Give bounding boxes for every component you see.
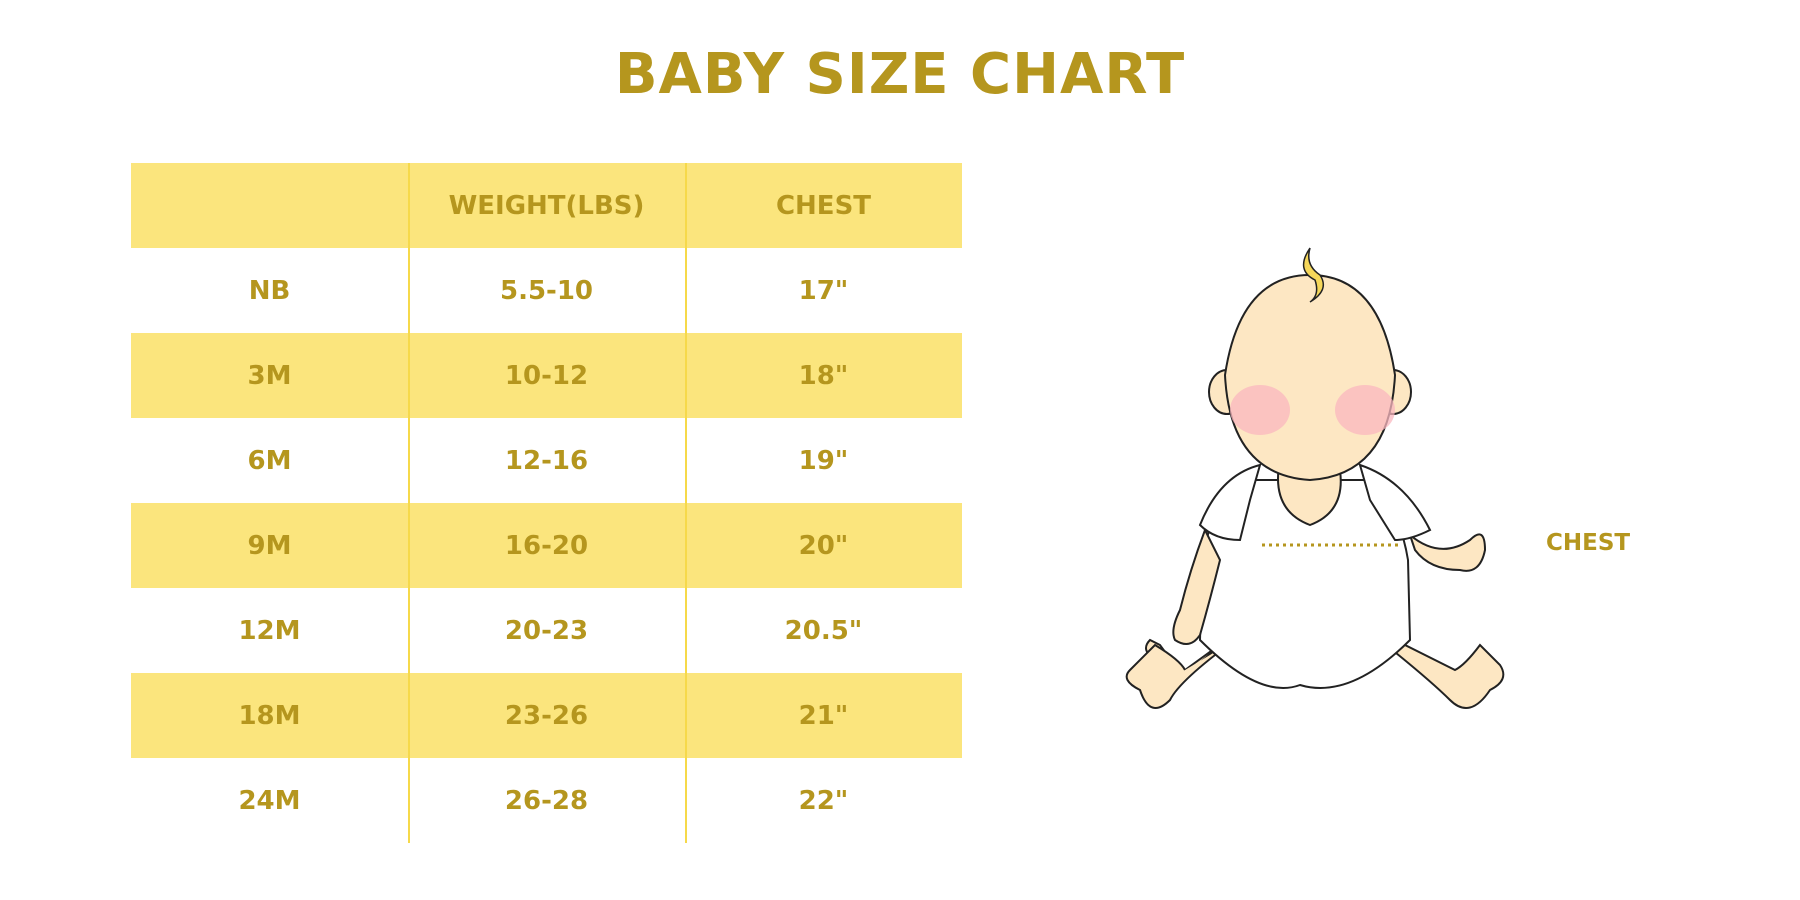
table-cell: 22": [798, 785, 849, 816]
table-cell: NB: [248, 275, 291, 306]
table-cell: 12M: [238, 615, 301, 646]
table-cell: 16-20: [504, 530, 589, 561]
table-cell: 20.5": [784, 615, 863, 646]
column-divider: [408, 163, 410, 843]
table-cell: 21": [798, 700, 849, 731]
table-cell: 20-23: [504, 615, 589, 646]
table-cell: 6M: [247, 445, 292, 476]
table-cell: 19": [798, 445, 849, 476]
table-row: 9M 16-20 20": [131, 503, 962, 588]
table-cell: 10-12: [504, 360, 589, 391]
table-cell: 18": [798, 360, 849, 391]
size-table: WEIGHT(LBS) CHEST NB 5.5-10 17" 3M 10-12 18" 6M 1…: [131, 163, 962, 843]
table-cell: 18M: [238, 700, 301, 731]
table-cell: 5.5-10: [499, 275, 594, 306]
table-cell: 20": [798, 530, 849, 561]
table-row: 6M 12-16 19": [131, 418, 962, 503]
table-row: NB 5.5-10 17": [131, 248, 962, 333]
table-row: 18M 23-26 21": [131, 673, 962, 758]
table-row: 12M 20-23 20.5": [131, 588, 962, 673]
table-row: 3M 10-12 18": [131, 333, 962, 418]
table-cell: 17": [798, 275, 849, 306]
table-cell: 3M: [247, 360, 292, 391]
column-header: WEIGHT(LBS): [448, 190, 645, 221]
table-header: WEIGHT(LBS) CHEST: [131, 163, 962, 248]
page-title: BABY SIZE CHART: [614, 42, 1186, 107]
table-cell: 26-28: [504, 785, 589, 816]
chest-label: CHEST: [1546, 530, 1631, 556]
column-divider: [685, 163, 687, 843]
table-cell: 9M: [247, 530, 292, 561]
baby-illustration: [1125, 247, 1505, 709]
table-cell: 12-16: [504, 445, 589, 476]
table-cell: 24M: [238, 785, 301, 816]
table-cell: 23-26: [504, 700, 589, 731]
column-header: CHEST: [775, 190, 872, 221]
table-row: 24M 26-28 22": [131, 758, 962, 843]
